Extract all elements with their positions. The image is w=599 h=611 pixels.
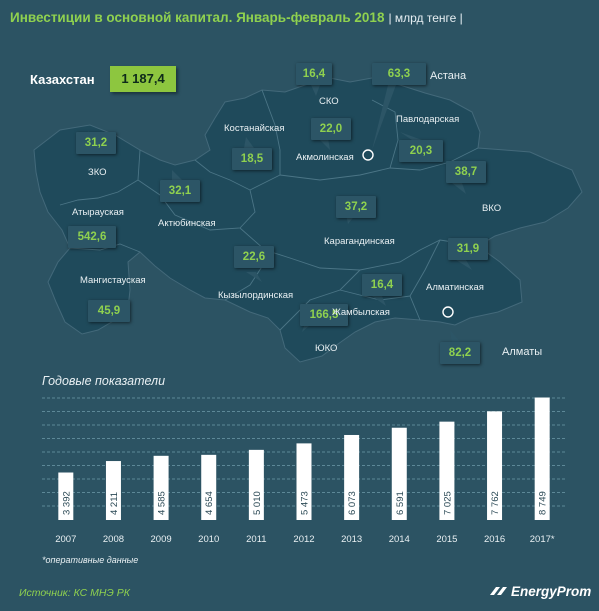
x-tick-label: 2012 [293,534,314,545]
energyprom-logo: EnergyProm [488,584,591,599]
footnote: *оперативные данные [42,555,139,565]
border-almaty-region [409,239,441,297]
label-aktobe: Актюбинская [158,218,216,229]
callout-kostanay: 18,5 [232,148,272,170]
label-kyzylorda: Кызылординская [218,290,294,301]
x-tick-label: 2011 [246,534,266,545]
callout-karaganda: 37,2 [336,196,376,218]
callout-pavlodar: 20,3 [399,140,443,162]
bar-2008 [105,461,121,520]
label-pavlodar: Павлодарская [396,114,460,125]
circle-marker-icon [442,306,454,318]
callout-almaty: 82,2 [440,342,480,364]
label-kostanay: Костанайская [224,123,285,134]
bar-value-label: 5 473 [300,491,311,515]
x-tick-label: 2010 [198,534,219,545]
bar-2016 [487,411,503,520]
border-zhambyl [339,289,421,321]
bar-2012 [296,443,312,520]
bar-2009 [153,455,169,520]
circle-marker-icon [362,149,374,161]
bar-value-label: 5 010 [252,491,263,515]
callout-sko: 16,4 [296,63,332,85]
energyprom-logo-icon [490,587,507,595]
bar-2015 [439,421,455,520]
x-tick-label: 2013 [341,534,362,545]
page-title: Инвестиции в основной капитал. Январь-фе… [10,10,463,25]
x-tick-label: 2015 [436,534,457,545]
bar-2014 [391,427,407,520]
bar-2010 [201,454,217,520]
kazakhstan-value: 1 187,4 [110,66,176,92]
callout-mangistau: 45,9 [88,300,130,322]
x-tick-label: 2009 [151,534,172,545]
label-atyrau: Атырауская [72,207,124,218]
bar-value-label: 3 392 [61,491,72,515]
border-kostanay [249,89,281,191]
label-sko: СКО [319,96,339,107]
bar-value-label: 6 591 [395,491,406,515]
callout-aktobe: 32,1 [160,180,200,202]
x-tick-label: 2014 [389,534,410,545]
border-pavlodar [389,147,479,171]
x-tick-label: 2016 [484,534,505,545]
label-uko: ЮКО [315,343,338,354]
bar-value-label: 6 073 [347,491,358,515]
callout-vko: 38,7 [446,161,486,183]
border-uko [279,269,361,331]
label-almaty: Алматы [502,346,543,358]
callout-kyzylorda: 22,6 [234,246,274,268]
bar-value-label: 4 654 [204,491,215,515]
bar-2011 [248,449,264,520]
callout-almaty-region: 31,9 [448,238,488,260]
label-akmola: Акмолинская [296,152,354,163]
logo-text: EnergyProm [511,584,592,599]
bar-value-label: 7 025 [442,491,453,515]
region-borders [59,89,479,331]
label-astana: Астана [430,70,467,82]
x-tick-label: 2007 [55,534,76,545]
border-aktobe [137,159,256,231]
label-vko: ВКО [482,203,502,214]
bar-2013 [344,434,360,520]
bar-2017 [534,397,550,520]
bar-2007 [58,472,74,520]
callout-uko: 166,5 [300,304,348,326]
label-mangistau: Мангистауская [80,275,146,286]
bar-value-label: 8 749 [538,491,549,515]
source-note: Источник: КС МНЭ РК [19,587,130,599]
title-unit: | млрд тенге | [388,11,463,25]
label-karaganda: Карагандинская [324,236,395,247]
x-tick-label: 2008 [103,534,124,545]
kazakhstan-label: Казахстан [30,72,95,87]
label-zhambyl: Жамбылская [332,307,390,318]
callout-zhambyl: 16,4 [362,274,402,296]
callout-atyrau: 542,6 [68,226,116,248]
callout-akmola: 22,0 [311,118,351,140]
title-text: Инвестиции в основной капитал. Январь-фе… [10,10,385,25]
bar-value-label: 4 585 [157,491,168,515]
callout-astana: 63,3 [372,63,426,85]
label-almaty-region: Алматинская [426,282,484,293]
bar-value-label: 7 762 [490,491,501,515]
border-kyzylorda [224,261,266,301]
x-tick-label: 2017* [530,534,555,545]
callout-zko: 31,2 [76,132,116,154]
bar-value-label: 4 211 [109,492,120,515]
label-zko: ЗКО [88,167,107,178]
border-zko [59,149,141,206]
annual-chart-title: Годовые показатели [42,374,166,388]
